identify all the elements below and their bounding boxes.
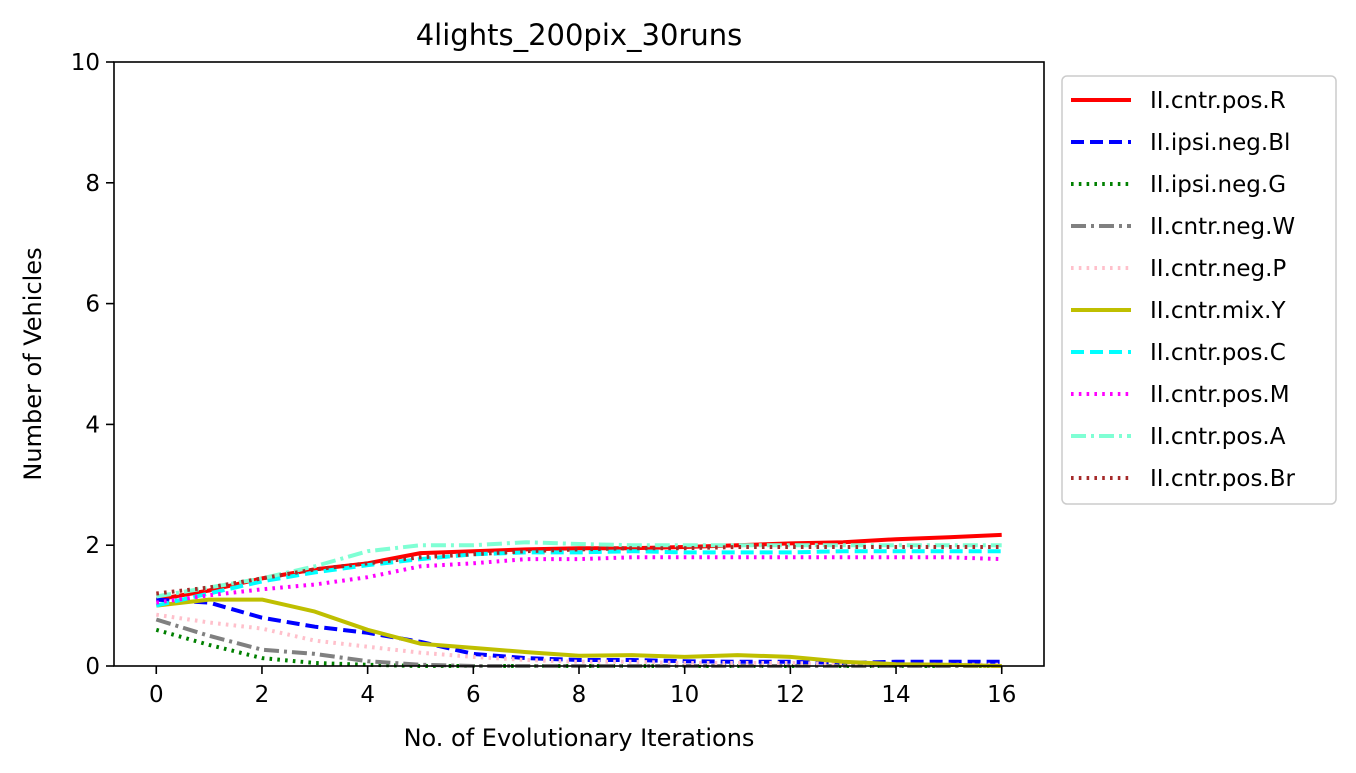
legend-box bbox=[1061, 75, 1337, 505]
series-line-2 bbox=[156, 597, 1002, 665]
plot-frame bbox=[113, 61, 1045, 667]
legend-label: II.cntr.neg.W bbox=[1150, 214, 1295, 240]
legend-label: II.cntr.pos.R bbox=[1150, 88, 1286, 114]
legend-label: II.cntr.pos.Br bbox=[1150, 466, 1296, 492]
x-axis-label: No. of Evolutionary Iterations bbox=[404, 724, 755, 752]
x-tick-label: 2 bbox=[255, 682, 270, 708]
y-tick-label: 8 bbox=[85, 171, 100, 197]
x-tick-label: 12 bbox=[776, 682, 805, 708]
legend: II.cntr.pos.R II.ipsi.neg.Bl II.ipsi.neg.G… bbox=[1061, 75, 1337, 505]
legend-label: II.cntr.neg.P bbox=[1150, 256, 1286, 282]
series-line-10 bbox=[156, 545, 1002, 596]
legend-label: II.cntr.mix.Y bbox=[1150, 298, 1286, 324]
y-tick-label: 2 bbox=[85, 533, 100, 559]
x-tick-label: 6 bbox=[466, 682, 481, 708]
chart-title: 4lights_200pix_30runs bbox=[416, 18, 743, 52]
series-line-9 bbox=[155, 540, 1002, 599]
legend-items: II.cntr.pos.R II.ipsi.neg.Bl II.ipsi.neg.G… bbox=[1071, 88, 1296, 492]
x-tick-label: 10 bbox=[670, 682, 699, 708]
y-tick-label: 0 bbox=[85, 654, 100, 680]
series-layer bbox=[155, 532, 1002, 668]
x-tick-label: 16 bbox=[987, 682, 1016, 708]
plot-area bbox=[113, 61, 1045, 668]
series-line-8 bbox=[156, 555, 1002, 605]
x-tick-label: 4 bbox=[360, 682, 375, 708]
legend-label: II.ipsi.neg.G bbox=[1150, 172, 1286, 198]
legend-label: II.cntr.pos.M bbox=[1150, 382, 1290, 408]
x-tick-label: 14 bbox=[881, 682, 910, 708]
x-axis: 0 2 4 6 8 10 12 14 16 bbox=[149, 666, 1016, 708]
series-line-5 bbox=[156, 612, 1002, 667]
series-line-6 bbox=[156, 597, 1002, 668]
y-tick-label: 4 bbox=[85, 412, 100, 438]
y-tick-label: 10 bbox=[71, 50, 100, 76]
legend-label: II.cntr.pos.C bbox=[1150, 340, 1286, 366]
legend-label: II.cntr.pos.A bbox=[1150, 424, 1286, 450]
x-tick-label: 0 bbox=[149, 682, 164, 708]
y-tick-label: 6 bbox=[85, 292, 100, 318]
y-axis: 0 2 4 6 8 10 bbox=[71, 50, 114, 680]
legend-label: II.ipsi.neg.Bl bbox=[1150, 130, 1290, 156]
series-line-7 bbox=[155, 549, 1002, 608]
y-axis-label: Number of Vehicles bbox=[19, 247, 47, 480]
x-tick-label: 8 bbox=[572, 682, 587, 708]
